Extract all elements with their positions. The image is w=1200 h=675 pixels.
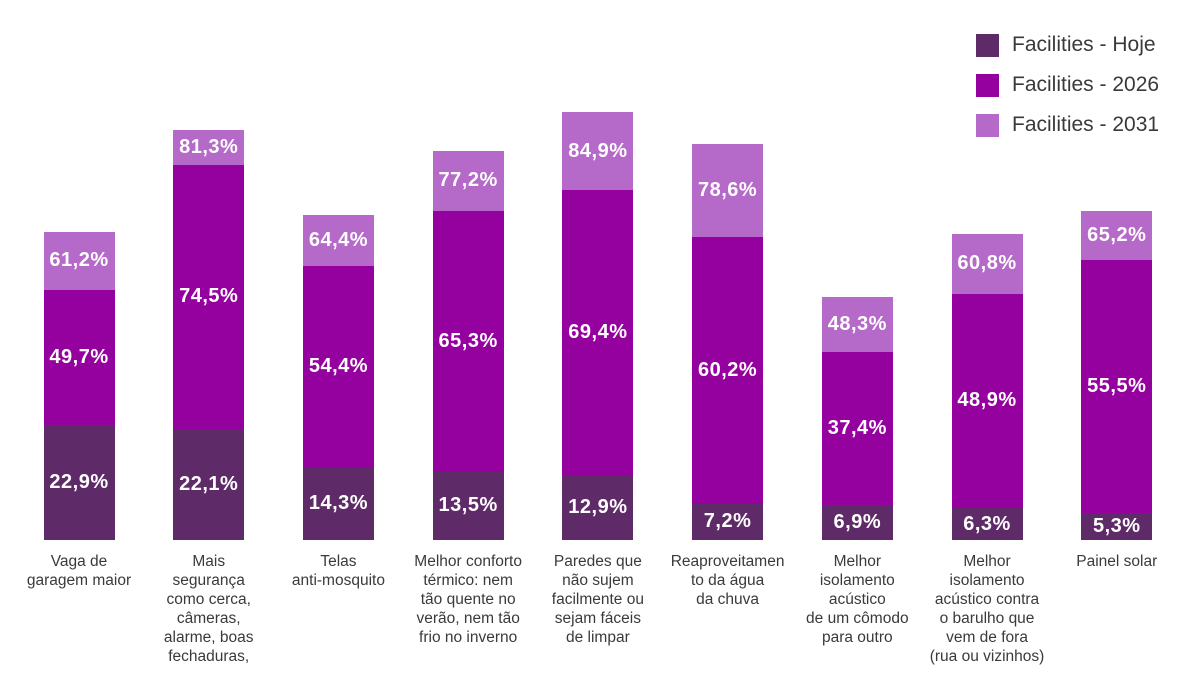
bar-segment-facilities-hoje: 22,9% bbox=[43, 424, 115, 540]
bar-value-label: 14,3% bbox=[308, 492, 369, 515]
legend-label: Facilities - Hoje bbox=[1012, 33, 1156, 56]
bar-segment-facilities-2026: 54,4% bbox=[302, 265, 374, 468]
bar-segment-facilities-2026: 49,7% bbox=[43, 289, 115, 425]
legend-item: Facilities - Hoje bbox=[976, 33, 1159, 57]
bar-value-label: 22,1% bbox=[179, 472, 239, 495]
bar-segment-facilities-2031: 65,2% bbox=[1081, 211, 1153, 261]
bar-segment-facilities-2031: 84,9% bbox=[562, 112, 634, 191]
bar-value-label: 12,9% bbox=[568, 495, 628, 518]
bar-column: 65,2% 55,5% 5,3% bbox=[1081, 211, 1153, 540]
bar-segment-facilities-2031: 61,2% bbox=[43, 231, 115, 290]
x-axis-label: Vaga de garagem maior bbox=[26, 553, 132, 589]
bar-value-label: 5,3% bbox=[1092, 515, 1141, 538]
bar-column: 61,2% 49,7% 22,9% bbox=[43, 231, 115, 540]
bar-segment-facilities-2031: 78,6% bbox=[692, 143, 764, 237]
x-axis-label: Paredes que não sujem facilmente ou seja… bbox=[551, 553, 644, 646]
x-axis-label: Melhor isolamento acústico de um cômodo … bbox=[806, 553, 909, 646]
bar-segment-facilities-2031: 64,4% bbox=[302, 215, 374, 266]
bar-value-label: 60,8% bbox=[957, 252, 1017, 275]
bar-value-label: 6,9% bbox=[833, 511, 882, 534]
bar-value-label: 48,3% bbox=[827, 312, 887, 335]
bar-segment-facilities-2026: 60,2% bbox=[692, 236, 764, 504]
bar-segment-facilities-2031: 81,3% bbox=[173, 130, 245, 165]
bar-value-label: 48,9% bbox=[957, 389, 1017, 412]
bar-segment-facilities-hoje: 6,3% bbox=[951, 508, 1023, 540]
bar-column: 77,2% 65,3% 13,5% bbox=[432, 150, 504, 540]
bar-column: 84,9% 69,4% 12,9% bbox=[562, 112, 634, 540]
bar-value-label: 65,3% bbox=[438, 329, 498, 352]
bar-value-label: 84,9% bbox=[568, 139, 628, 162]
bar-column: 60,8% 48,9% 6,3% bbox=[951, 233, 1023, 540]
x-axis-label: Telas anti-mosquito bbox=[291, 553, 385, 589]
x-axis-label: Reaproveitamen to da água da chuva bbox=[670, 553, 785, 608]
legend: Facilities - Hoje Facilities - 2026 Facili… bbox=[976, 33, 1159, 137]
bar-value-label: 78,6% bbox=[697, 178, 758, 201]
bar-segment-facilities-hoje: 13,5% bbox=[432, 471, 504, 540]
bar-value-label: 55,5% bbox=[1087, 375, 1147, 398]
bar-value-label: 6,3% bbox=[963, 512, 1011, 535]
bar-value-label: 74,5% bbox=[179, 285, 239, 308]
bar-segment-facilities-hoje: 7,2% bbox=[692, 503, 764, 540]
bar-segment-facilities-2026: 55,5% bbox=[1081, 260, 1153, 514]
bar-value-label: 77,2% bbox=[438, 169, 498, 192]
x-axis-label: Mais segurança como cerca, câmeras, alar… bbox=[163, 553, 254, 665]
bar-segment-facilities-hoje: 6,9% bbox=[821, 505, 893, 540]
bar-value-label: 60,2% bbox=[697, 358, 758, 381]
bar-value-label: 37,4% bbox=[827, 416, 887, 439]
legend-swatch-icon bbox=[976, 113, 999, 137]
bar-column: 78,6% 60,2% 7,2% bbox=[692, 143, 764, 540]
bar-value-label: 69,4% bbox=[568, 321, 628, 344]
bar-column: 81,3% 74,5% 22,1% bbox=[173, 130, 245, 540]
x-axis-label: Melhor isolamento acústico contra o baru… bbox=[929, 553, 1045, 665]
bar-value-label: 49,7% bbox=[49, 345, 109, 368]
legend-label: Facilities - 2031 bbox=[1012, 113, 1160, 136]
bar-column: 48,3% 37,4% 6,9% bbox=[821, 296, 893, 540]
bar-value-label: 7,2% bbox=[703, 510, 752, 533]
legend-swatch-icon bbox=[976, 73, 999, 97]
legend-swatch-icon bbox=[976, 33, 999, 57]
bar-segment-facilities-2026: 48,9% bbox=[951, 293, 1023, 509]
legend-item: Facilities - 2026 bbox=[976, 73, 1159, 97]
bar-value-label: 64,4% bbox=[308, 229, 369, 252]
bar-segment-facilities-hoje: 12,9% bbox=[562, 474, 634, 540]
bar-value-label: 81,3% bbox=[179, 135, 239, 158]
bar-value-label: 54,4% bbox=[308, 355, 369, 378]
bar-value-label: 65,2% bbox=[1087, 224, 1147, 247]
bar-segment-facilities-2026: 74,5% bbox=[173, 164, 245, 429]
bar-segment-facilities-2026: 37,4% bbox=[821, 351, 893, 506]
bar-value-label: 13,5% bbox=[438, 494, 498, 517]
bar-segment-facilities-hoje: 14,3% bbox=[302, 467, 374, 540]
x-axis-label: Painel solar bbox=[1076, 553, 1158, 570]
bar-segment-facilities-2026: 65,3% bbox=[432, 210, 504, 472]
bar-segment-facilities-hoje: 5,3% bbox=[1081, 513, 1153, 540]
bar-column: 64,4% 54,4% 14,3% bbox=[302, 215, 374, 540]
bar-segment-facilities-2026: 69,4% bbox=[562, 190, 634, 475]
legend-item: Facilities - 2031 bbox=[976, 113, 1159, 137]
bar-value-label: 61,2% bbox=[49, 249, 109, 272]
legend-label: Facilities - 2026 bbox=[1012, 73, 1160, 96]
bar-segment-facilities-hoje: 22,1% bbox=[173, 428, 245, 540]
bar-value-label: 22,9% bbox=[49, 470, 109, 493]
x-axis-label: Melhor conforto térmico: nem tão quente … bbox=[414, 553, 522, 646]
bar-segment-facilities-2031: 48,3% bbox=[821, 296, 893, 352]
bar-segment-facilities-2031: 60,8% bbox=[951, 233, 1023, 294]
bar-segment-facilities-2031: 77,2% bbox=[432, 150, 504, 211]
